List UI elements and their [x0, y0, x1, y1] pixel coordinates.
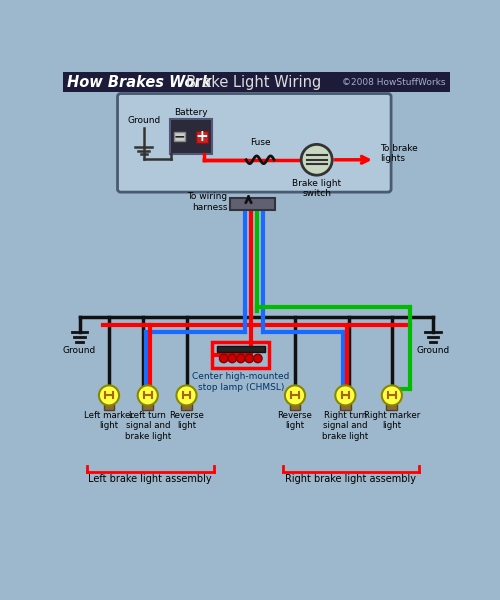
Circle shape [236, 354, 245, 362]
Circle shape [336, 385, 355, 406]
FancyBboxPatch shape [290, 403, 300, 410]
Text: Center high-mounted
stop lamp (CHMSL): Center high-mounted stop lamp (CHMSL) [192, 372, 290, 392]
FancyBboxPatch shape [142, 403, 153, 410]
FancyBboxPatch shape [196, 131, 208, 143]
Text: How Brakes Work: How Brakes Work [67, 74, 212, 89]
FancyBboxPatch shape [62, 72, 450, 92]
Text: Ground: Ground [127, 116, 160, 125]
FancyBboxPatch shape [118, 94, 391, 192]
FancyBboxPatch shape [216, 346, 265, 352]
Text: Reverse
light: Reverse light [169, 411, 204, 430]
Text: Battery: Battery [174, 107, 208, 116]
Text: Left brake light assembly: Left brake light assembly [88, 474, 212, 484]
Text: Brake Light Wiring: Brake Light Wiring [177, 74, 322, 89]
Text: Fuse: Fuse [250, 139, 270, 148]
Circle shape [138, 385, 158, 406]
Text: Reverse
light: Reverse light [278, 411, 312, 430]
Text: Right turn
signal and
brake light: Right turn signal and brake light [322, 411, 368, 440]
Circle shape [228, 354, 236, 362]
Text: Ground: Ground [416, 346, 450, 355]
Text: +: + [196, 129, 208, 144]
Text: Right marker
light: Right marker light [364, 411, 420, 430]
Text: Ground: Ground [63, 346, 96, 355]
FancyBboxPatch shape [104, 403, 115, 410]
Circle shape [245, 354, 254, 362]
Text: Left marker
light: Left marker light [84, 411, 134, 430]
Text: Right brake light assembly: Right brake light assembly [286, 474, 416, 484]
FancyBboxPatch shape [181, 403, 192, 410]
FancyBboxPatch shape [340, 403, 351, 410]
FancyBboxPatch shape [174, 132, 185, 141]
FancyBboxPatch shape [386, 403, 398, 410]
Circle shape [254, 354, 262, 362]
Circle shape [220, 354, 228, 362]
Text: To brake
lights: To brake lights [380, 144, 418, 163]
Text: Left turn
signal and
brake light: Left turn signal and brake light [124, 411, 171, 440]
Text: To wiring
harness: To wiring harness [188, 193, 228, 212]
Text: Brake light
switch: Brake light switch [292, 179, 342, 199]
Circle shape [285, 385, 305, 406]
Circle shape [176, 385, 197, 406]
Text: −: − [174, 130, 186, 143]
Circle shape [301, 145, 332, 175]
FancyBboxPatch shape [170, 119, 212, 154]
Circle shape [99, 385, 119, 406]
FancyBboxPatch shape [230, 198, 275, 210]
Text: ©2008 HowStuffWorks: ©2008 HowStuffWorks [342, 77, 446, 86]
Circle shape [382, 385, 402, 406]
